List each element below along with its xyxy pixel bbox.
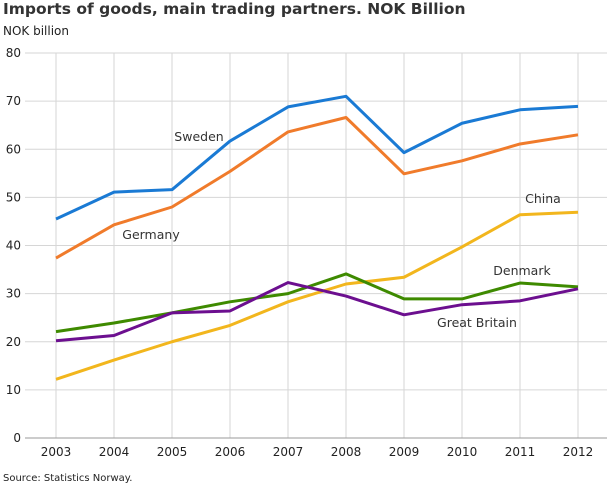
y-tick-label: 80 bbox=[6, 46, 21, 60]
x-tick-label: 2009 bbox=[389, 445, 420, 459]
series-line-china bbox=[55, 210, 579, 381]
source-note: Source: Statistics Norway. bbox=[3, 473, 133, 484]
series-label: Denmark bbox=[493, 263, 551, 278]
series-label: Germany bbox=[122, 227, 180, 242]
series-label: China bbox=[525, 191, 561, 206]
y-tick-label: 60 bbox=[6, 142, 21, 156]
x-tick-label: 2005 bbox=[157, 445, 188, 459]
y-tick-label: 50 bbox=[6, 190, 21, 204]
series-line-great-britain bbox=[55, 281, 579, 343]
y-axis-label: NOK billion bbox=[3, 24, 70, 38]
x-tick-label: 2011 bbox=[505, 445, 536, 459]
x-tick-label: 2003 bbox=[41, 445, 72, 459]
chart-title: Imports of goods, main trading partners.… bbox=[3, 0, 466, 18]
x-tick-label: 2008 bbox=[331, 445, 362, 459]
series-line-germany bbox=[55, 115, 579, 260]
x-tick-label: 2012 bbox=[563, 445, 594, 459]
y-tick-label: 30 bbox=[6, 287, 21, 301]
series-line-sweden bbox=[55, 94, 579, 221]
y-tick-label: 10 bbox=[6, 383, 21, 397]
x-tick-label: 2004 bbox=[99, 445, 130, 459]
series-label: Great Britain bbox=[437, 315, 517, 330]
y-tick-label: 0 bbox=[13, 431, 21, 445]
x-tick-label: 2007 bbox=[273, 445, 304, 459]
x-tick-label: 2010 bbox=[447, 445, 478, 459]
series-line-denmark bbox=[55, 272, 579, 334]
y-tick-label: 40 bbox=[6, 239, 21, 253]
y-tick-label: 20 bbox=[6, 335, 21, 349]
x-tick-label: 2006 bbox=[215, 445, 246, 459]
y-tick-label: 70 bbox=[6, 94, 21, 108]
series-label: Sweden bbox=[174, 129, 223, 144]
